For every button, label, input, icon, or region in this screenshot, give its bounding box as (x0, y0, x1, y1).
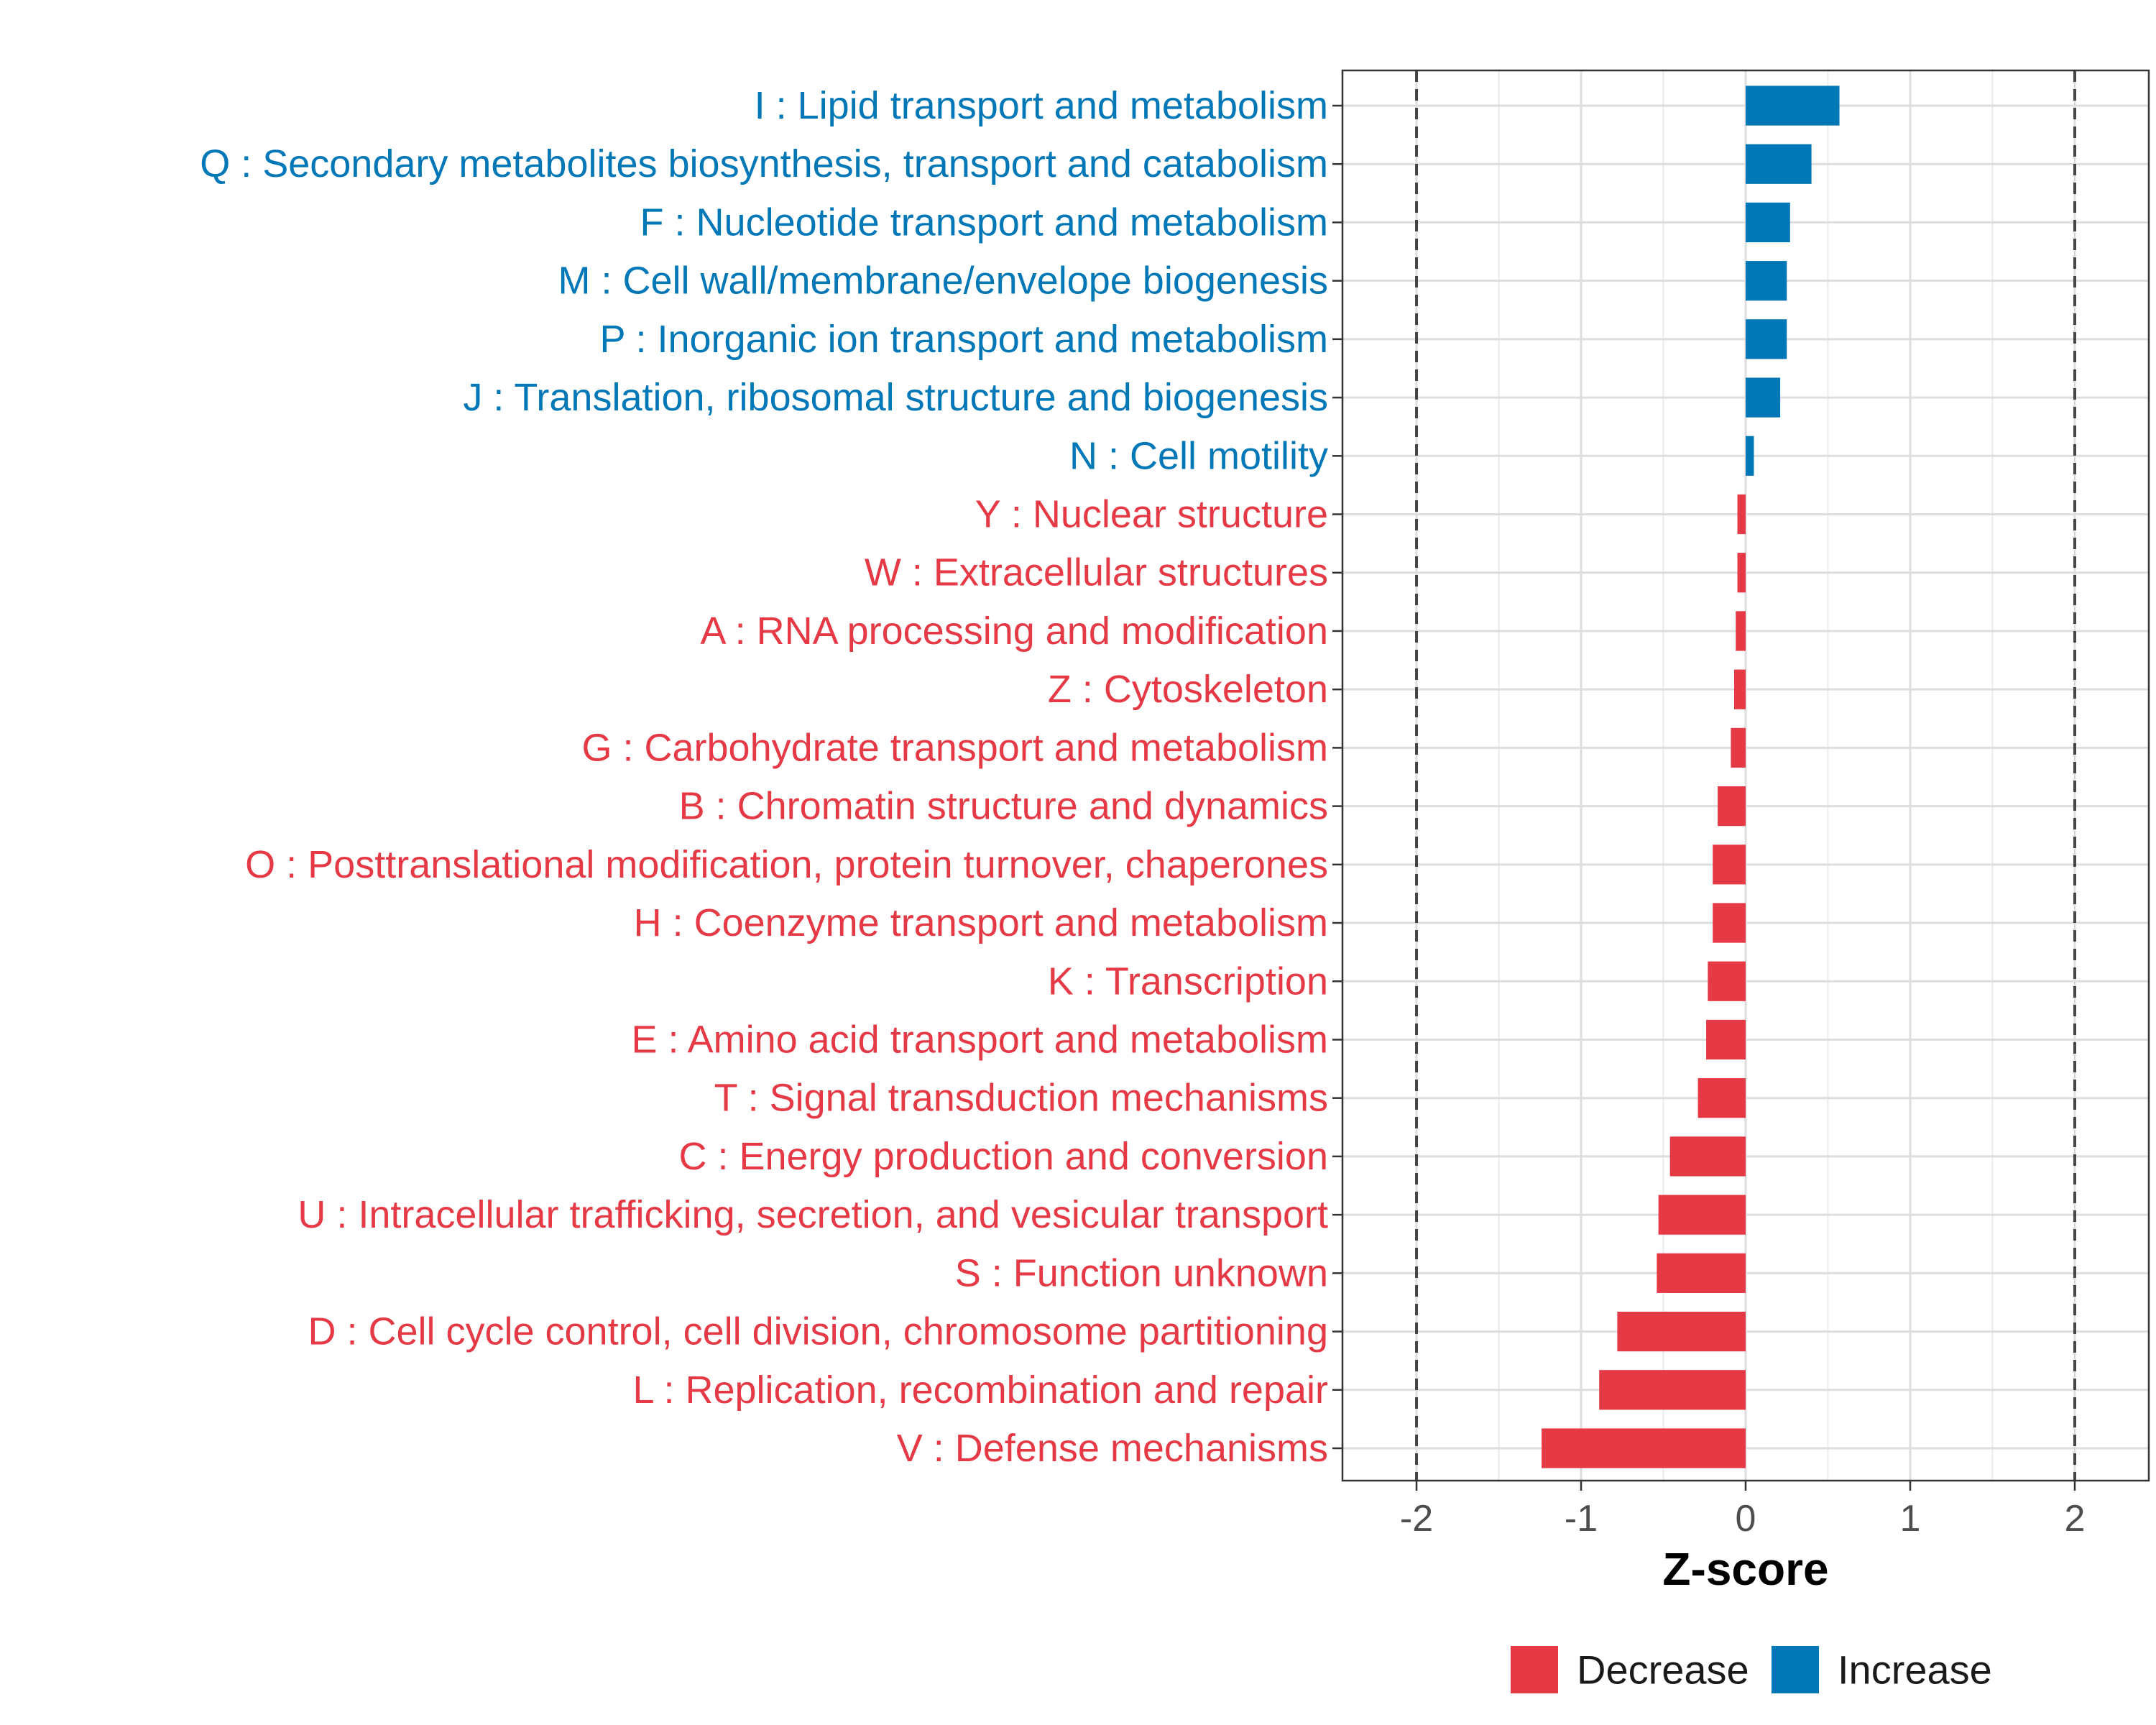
bar-decrease (1706, 1019, 1746, 1060)
bar-increase (1746, 261, 1787, 301)
x-tick-label: -1 (1565, 1498, 1598, 1540)
legend: Decrease Increase (1511, 1646, 1992, 1693)
x-tick-label: 2 (2064, 1498, 2085, 1540)
category-label: M : Cell wall/membrane/envelope biogenes… (558, 259, 1328, 303)
category-label: Z : Cytoskeleton (1048, 668, 1328, 711)
category-label: C : Energy production and conversion (678, 1135, 1328, 1178)
legend-label-increase: Increase (1838, 1647, 1992, 1693)
bar-decrease (1718, 786, 1746, 827)
bar-decrease (1737, 494, 1746, 535)
category-label: J : Translation, ribosomal structure and… (463, 376, 1328, 419)
bar-increase (1746, 377, 1781, 418)
category-label: T : Signal transduction mechanisms (714, 1077, 1328, 1120)
category-label: Q : Secondary metabolites biosynthesis, … (200, 142, 1328, 185)
reference-lines (1415, 70, 2076, 1481)
bar-increase (1746, 436, 1754, 476)
bar-decrease (1737, 553, 1746, 593)
bar-decrease (1617, 1311, 1746, 1352)
category-label: S : Function unknown (955, 1251, 1328, 1294)
category-label: V : Defense mechanisms (897, 1427, 1328, 1470)
category-label: G : Carbohydrate transport and metabolis… (582, 726, 1329, 769)
x-axis-ticks (1415, 1481, 2076, 1491)
bar-decrease (1599, 1370, 1746, 1410)
bars (1542, 86, 1840, 1468)
category-label: L : Replication, recombination and repai… (632, 1368, 1328, 1412)
category-label: W : Extracellular structures (865, 551, 1328, 594)
legend-key-decrease (1511, 1646, 1558, 1693)
x-axis-labels: -2 -1 0 1 2 (1400, 1498, 2086, 1540)
bar-decrease (1713, 845, 1746, 885)
bar-decrease (1657, 1253, 1746, 1293)
category-label: O : Posttranslational modification, prot… (245, 843, 1328, 886)
bar-decrease (1708, 961, 1746, 1001)
bar-increase (1746, 86, 1840, 126)
legend-label-decrease: Decrease (1577, 1647, 1749, 1693)
legend-key-increase (1772, 1646, 1819, 1693)
bar-decrease (1731, 727, 1746, 768)
bar-decrease (1669, 1136, 1746, 1177)
category-label: N : Cell motility (1069, 434, 1328, 477)
category-label: D : Cell cycle control, cell division, c… (308, 1310, 1328, 1353)
category-label: U : Intracellular trafficking, secretion… (298, 1193, 1328, 1236)
bar-increase (1746, 144, 1812, 184)
x-tick-label: 1 (1900, 1498, 1921, 1540)
bar-increase (1746, 319, 1787, 359)
bar-decrease (1713, 903, 1746, 943)
category-label: B : Chromatin structure and dynamics (679, 785, 1328, 828)
category-label: A : RNA processing and modification (701, 610, 1328, 653)
x-tick-label: 0 (1736, 1498, 1756, 1540)
category-label: H : Coenzyme transport and metabolism (634, 901, 1328, 944)
y-axis-labels: I : Lipid transport and metabolism Q : Se… (200, 84, 1328, 1470)
x-tick-label: -2 (1400, 1498, 1433, 1540)
category-label: E : Amino acid transport and metabolism (632, 1018, 1328, 1061)
bar-decrease (1733, 669, 1746, 709)
bar-decrease (1697, 1078, 1746, 1118)
category-label: I : Lipid transport and metabolism (755, 84, 1328, 127)
bar-decrease (1658, 1195, 1746, 1235)
category-label: P : Inorganic ion transport and metaboli… (599, 318, 1328, 361)
category-label: K : Transcription (1048, 960, 1328, 1003)
x-axis-title: Z-score (1662, 1543, 1828, 1595)
bar-increase (1746, 202, 1790, 243)
bar-decrease (1736, 611, 1746, 651)
bar-decrease (1542, 1428, 1746, 1468)
category-label: F : Nucleotide transport and metabolism (640, 201, 1328, 244)
y-axis-ticks (1332, 104, 1342, 1450)
category-label: Y : Nuclear structure (975, 493, 1328, 536)
